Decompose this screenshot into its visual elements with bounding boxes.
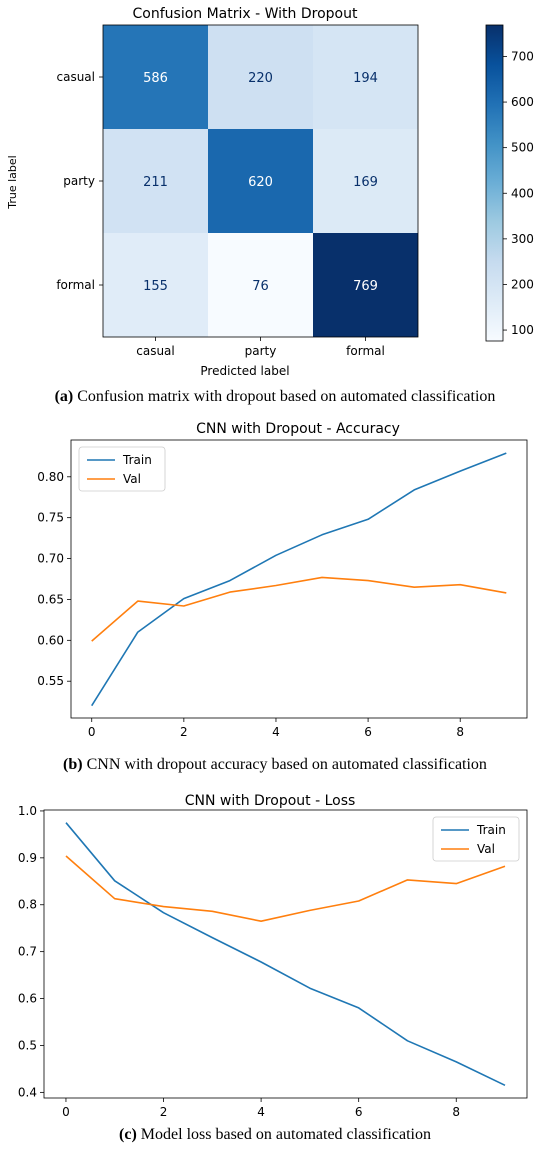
x-tick-label: casual [136,344,175,358]
caption-b-tag: (b) [63,756,83,773]
matrix-cell [208,233,313,337]
confusion-matrix-panel: Confusion Matrix - With Dropout True lab… [0,0,550,412]
colorbar-tick-label: 300 [511,232,534,246]
x-tick-label: party [245,344,277,358]
x-tick-label: 8 [452,1105,460,1119]
x-tick-label: 2 [180,725,188,739]
matrix-cell [103,25,208,129]
legend-label: Train [476,823,506,837]
caption-c-text: Model loss based on automated classifica… [136,1126,431,1143]
cell-value-label: 586 [143,71,168,86]
y-tick-label: 0.6 [18,992,37,1006]
series-line-val [91,576,507,642]
y-tick-label: party [63,174,95,188]
y-tick-label: 0.80 [37,470,64,484]
confusion-matrix-ylabel: True label [6,155,19,209]
cell-value-label: 769 [353,279,378,294]
loss-chart: CNN with Dropout - Loss 0.40.50.60.70.80… [18,793,528,1119]
accuracy-title: CNN with Dropout - Accuracy [196,421,400,437]
caption-a: (a) Confusion matrix with dropout based … [0,388,550,406]
x-tick-label: 6 [364,725,372,739]
x-tick-label: 4 [257,1105,265,1119]
cell-value-label: 76 [252,279,269,294]
legend-label: Val [123,472,141,486]
accuracy-chart: CNN with Dropout - Accuracy 0.55 0.60 0.65… [37,421,528,739]
cell-value-label: 211 [143,175,168,190]
colorbar-tick-label: 100 [511,323,534,337]
matrix-cell [208,25,313,129]
x-tick-label: 0 [62,1105,70,1119]
y-tick-label: 0.8 [18,898,37,912]
y-tick-label: 0.5 [18,1038,37,1052]
caption-c: (c) Model loss based on automated classi… [0,1126,550,1144]
legend: Train Val [78,446,166,492]
x-tick-label: 6 [355,1105,363,1119]
series-line-train [65,822,506,1087]
confusion-matrix-chart: Confusion Matrix - With Dropout True lab… [6,6,534,378]
y-tick-label: 0.70 [37,552,64,566]
colorbar-gradient [485,24,504,342]
x-tick-label: formal [346,344,385,358]
cell-value-label: 620 [248,175,273,190]
matrix-cell [103,233,208,337]
y-tick-label: casual [57,70,96,84]
loss-title: CNN with Dropout - Loss [185,793,356,809]
x-tick-label: 2 [160,1105,168,1119]
accuracy-plot: 0.55 0.60 0.65 0.70 0.75 0.80 0 2 4 6 8 Train Val [37,439,528,739]
legend-box [78,446,166,492]
x-tick-label: 4 [272,725,280,739]
y-tick-label: 1.0 [18,804,37,818]
y-tick-label: formal [56,278,95,292]
caption-c-tag: (c) [119,1126,137,1143]
cell-value-label: 169 [353,175,378,190]
legend: Train Val [432,816,520,862]
matrix-cell [313,129,418,233]
series-line-train [91,452,507,707]
matrix-cell [313,25,418,129]
y-tick-label: 0.65 [37,592,64,606]
colorbar-tick-label: 700 [511,49,534,63]
colorbar-tick-label: 200 [511,277,534,291]
cell-value-label: 194 [353,71,378,86]
colorbar-tick-label: 600 [511,95,534,109]
caption-b-text: CNN with dropout accuracy based on autom… [82,756,487,773]
colorbar-tick-label: 400 [511,186,534,200]
colorbar-tick-label: 500 [511,141,534,155]
confusion-matrix-xlabel: Predicted label [200,364,289,378]
matrix-cell [103,129,208,233]
loss-panel: CNN with Dropout - Loss 0.4 0.5 0.6 0.7 0.8 0… [0,782,550,1151]
y-tick-label: 0.4 [18,1085,37,1099]
y-tick-label: 0.7 [18,945,37,959]
series-line-val [65,855,506,922]
cell-value-label: 155 [143,279,168,294]
legend-label: Train [122,453,152,467]
y-tick-label: 0.55 [37,674,64,688]
y-tick-label: 0.9 [18,851,37,865]
matrix-cell [313,233,418,337]
colorbar: 100 200 300 400 500 600 700 [485,24,534,342]
caption-a-tag: (a) [54,388,74,405]
loss-plot: 0.4 0.5 0.6 0.7 0.8 0.9 1.0 0 2 4 6 8 Train Val [18,804,528,1119]
legend-label: Val [477,842,495,856]
x-tick-label: 8 [456,725,464,739]
caption-b: (b) CNN with dropout accuracy based on a… [0,756,550,774]
cell-value-label: 220 [248,71,273,86]
accuracy-panel: CNN with Dropout - Accuracy 0.55 0.60 0.65… [0,412,550,782]
matrix-cell [208,129,313,233]
caption-a-text: Confusion matrix with dropout based on a… [73,388,496,405]
confusion-matrix-cells: 586 220 194 211 620 169 155 76 769 casual party for… [56,24,419,358]
confusion-matrix-title: Confusion Matrix - With Dropout [133,6,358,22]
plot-frame [70,439,528,719]
y-tick-label: 0.75 [37,511,64,525]
x-tick-label: 0 [88,725,96,739]
y-tick-label: 0.60 [37,633,64,647]
legend-box [432,816,520,862]
